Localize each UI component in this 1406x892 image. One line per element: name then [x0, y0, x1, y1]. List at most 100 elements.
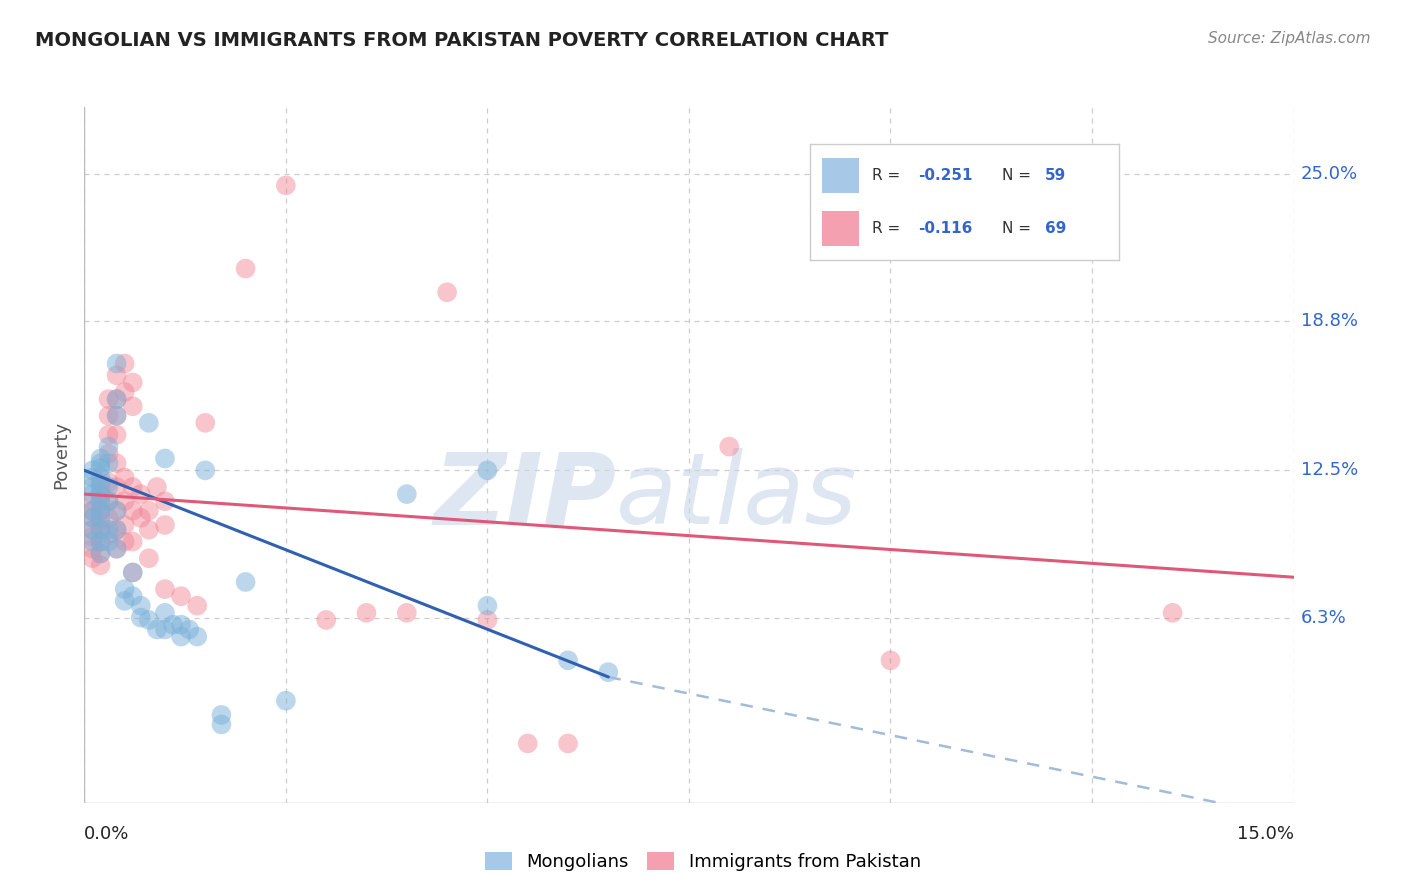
- Point: [138, 551, 160, 566]
- Point: [879, 653, 901, 667]
- Point: [97, 392, 120, 406]
- Text: 12.5%: 12.5%: [1301, 461, 1358, 479]
- Point: [516, 736, 538, 750]
- Point: [114, 357, 136, 371]
- Point: [598, 665, 620, 680]
- Point: [557, 736, 579, 750]
- Point: [89, 475, 111, 490]
- Point: [129, 487, 152, 501]
- Point: [186, 630, 208, 644]
- Point: [194, 463, 217, 477]
- Point: [82, 523, 104, 537]
- Point: [82, 523, 104, 537]
- Point: [395, 487, 418, 501]
- Point: [89, 504, 111, 518]
- Point: [105, 409, 128, 423]
- Point: [82, 541, 104, 556]
- Text: 69: 69: [1045, 221, 1066, 236]
- Text: R =: R =: [872, 168, 905, 183]
- Point: [1161, 606, 1184, 620]
- Point: [82, 480, 104, 494]
- Legend: Mongolians, Immigrants from Pakistan: Mongolians, Immigrants from Pakistan: [478, 845, 928, 879]
- Point: [97, 534, 120, 549]
- Point: [235, 574, 257, 589]
- Point: [170, 617, 193, 632]
- Point: [82, 504, 104, 518]
- Point: [121, 534, 143, 549]
- Point: [105, 541, 128, 556]
- Point: [82, 487, 104, 501]
- Point: [105, 480, 128, 494]
- Point: [105, 427, 128, 442]
- Point: [89, 487, 111, 501]
- Point: [105, 357, 128, 371]
- Point: [153, 582, 176, 596]
- Y-axis label: Poverty: Poverty: [52, 421, 70, 489]
- Point: [89, 487, 111, 501]
- Point: [436, 285, 458, 300]
- Point: [477, 613, 499, 627]
- Point: [89, 494, 111, 508]
- Point: [89, 523, 111, 537]
- Text: -0.251: -0.251: [918, 168, 973, 183]
- Point: [82, 534, 104, 549]
- Point: [274, 694, 297, 708]
- Point: [138, 523, 160, 537]
- Point: [209, 708, 232, 723]
- Text: N =: N =: [1001, 221, 1035, 236]
- Point: [97, 440, 120, 454]
- Point: [89, 504, 111, 518]
- Text: 0.0%: 0.0%: [84, 825, 129, 843]
- Point: [89, 511, 111, 525]
- Point: [179, 623, 201, 637]
- Text: 18.8%: 18.8%: [1301, 312, 1358, 330]
- Point: [97, 427, 120, 442]
- Point: [114, 518, 136, 533]
- Point: [114, 582, 136, 596]
- Point: [194, 416, 217, 430]
- Point: [105, 368, 128, 383]
- Point: [89, 470, 111, 484]
- Point: [105, 392, 128, 406]
- Point: [97, 494, 120, 508]
- Point: [89, 523, 111, 537]
- Point: [105, 409, 128, 423]
- Point: [82, 494, 104, 508]
- Text: Source: ZipAtlas.com: Source: ZipAtlas.com: [1208, 31, 1371, 46]
- Point: [89, 480, 111, 494]
- Point: [89, 546, 111, 560]
- Point: [395, 606, 418, 620]
- Point: [121, 504, 143, 518]
- Point: [89, 451, 111, 466]
- Point: [718, 440, 741, 454]
- Point: [315, 613, 337, 627]
- Point: [138, 504, 160, 518]
- Point: [97, 527, 120, 541]
- Point: [114, 534, 136, 549]
- Point: [114, 494, 136, 508]
- Point: [82, 463, 104, 477]
- Text: MONGOLIAN VS IMMIGRANTS FROM PAKISTAN POVERTY CORRELATION CHART: MONGOLIAN VS IMMIGRANTS FROM PAKISTAN PO…: [35, 31, 889, 50]
- Point: [153, 623, 176, 637]
- Point: [89, 456, 111, 470]
- Point: [146, 480, 169, 494]
- Point: [97, 480, 120, 494]
- Point: [82, 511, 104, 525]
- Point: [114, 384, 136, 399]
- Point: [356, 606, 378, 620]
- Point: [209, 717, 232, 731]
- Point: [105, 504, 128, 518]
- Point: [82, 470, 104, 484]
- Text: R =: R =: [872, 221, 905, 236]
- Point: [82, 504, 104, 518]
- Point: [97, 456, 120, 470]
- Point: [477, 463, 499, 477]
- Point: [114, 594, 136, 608]
- Point: [121, 399, 143, 413]
- Point: [121, 480, 143, 494]
- Point: [170, 589, 193, 603]
- Point: [105, 504, 128, 518]
- Point: [274, 178, 297, 193]
- Point: [89, 461, 111, 475]
- Point: [129, 599, 152, 613]
